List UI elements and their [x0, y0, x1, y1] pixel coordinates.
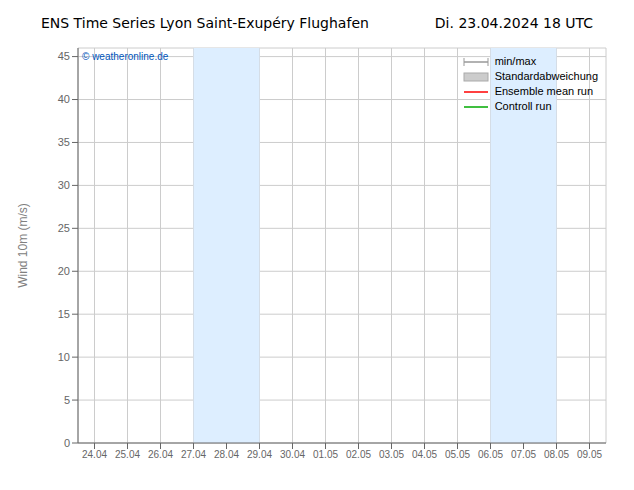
svg-text:Wind 10m (m/s): Wind 10m (m/s)	[16, 203, 30, 288]
svg-text:28.04: 28.04	[214, 449, 239, 460]
svg-text:27.04: 27.04	[181, 449, 206, 460]
svg-text:30: 30	[58, 179, 70, 191]
svg-text:10: 10	[58, 351, 70, 363]
svg-text:04.05: 04.05	[412, 449, 437, 460]
svg-text:29.04: 29.04	[247, 449, 272, 460]
svg-text:25: 25	[58, 222, 70, 234]
html-text:Di. 23.04.2024 18 UTC: Di. 23.04.2024 18 UTC	[434, 15, 593, 31]
html-text:Ensemble mean run: Ensemble mean run	[494, 85, 594, 97]
html-text:min/max: min/max	[494, 55, 537, 67]
svg-text:24.04: 24.04	[82, 449, 107, 460]
svg-text:01.05: 01.05	[313, 449, 338, 460]
svg-text:30.04: 30.04	[280, 449, 305, 460]
svg-text:05.05: 05.05	[445, 449, 470, 460]
svg-text:02.05: 02.05	[346, 449, 371, 460]
svg-text:0: 0	[64, 437, 70, 449]
svg-text:03.05: 03.05	[379, 449, 404, 460]
svg-text:07.05: 07.05	[511, 449, 536, 460]
html-text:Controll run: Controll run	[494, 100, 552, 112]
svg-text:20: 20	[58, 265, 70, 277]
svg-text:26.04: 26.04	[148, 449, 173, 460]
html-text:Standardabweichung: Standardabweichung	[494, 70, 598, 82]
svg-text:15: 15	[58, 308, 70, 320]
html-text:© weatheronline.de: © weatheronline.de	[82, 51, 169, 62]
svg-text:09.05: 09.05	[577, 449, 602, 460]
svg-text:35: 35	[58, 136, 70, 148]
svg-text:40: 40	[58, 93, 70, 105]
html-text:ENS Time Series Lyon Saint-Exu: ENS Time Series Lyon Saint-Exupéry Flugh…	[41, 15, 369, 31]
svg-text:5: 5	[64, 394, 70, 406]
svg-text:25.04: 25.04	[115, 449, 140, 460]
svg-text:45: 45	[58, 50, 70, 62]
svg-text:06.05: 06.05	[478, 449, 503, 460]
svg-text:08.05: 08.05	[544, 449, 569, 460]
